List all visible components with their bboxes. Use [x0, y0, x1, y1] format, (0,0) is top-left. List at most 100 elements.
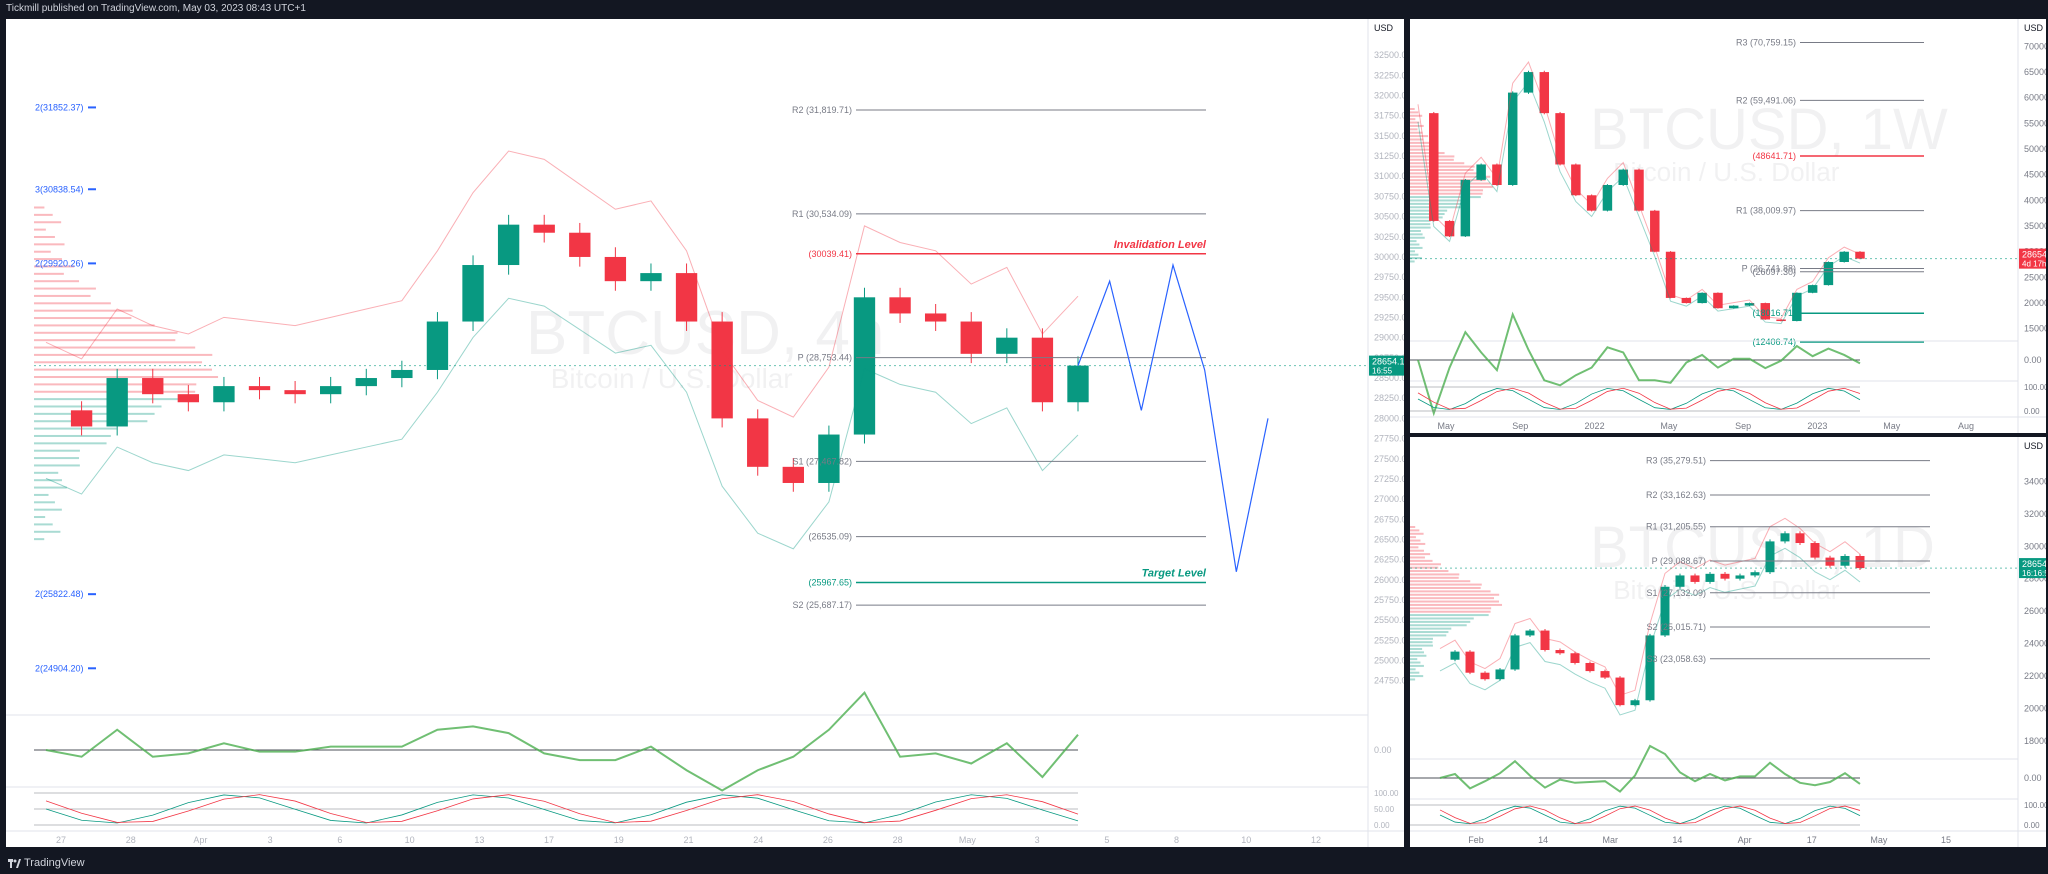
- chart-panel-daily[interactable]: USD 34000.00 32000.00 30000.00 28000.00 26000…: [1410, 437, 2046, 847]
- lower-band-line: [45, 297, 1079, 550]
- x-tick-label: Apr: [193, 835, 207, 845]
- y-tick-label: 29750.00: [1374, 272, 1404, 282]
- volume-profile-bar: [1410, 233, 1423, 236]
- volume-profile-bar: [1410, 610, 1491, 613]
- chart-panel-4h[interactable]: USD32500.0032250.0032000.0031750.0031500…: [6, 19, 1404, 847]
- pivot-level-label: R2 (31,819.71): [792, 105, 852, 115]
- volume-profile-bar: [34, 228, 46, 231]
- footer-bar: TradingView: [0, 853, 2048, 874]
- y-tick-label: 60000.00: [2024, 93, 2046, 103]
- y-tick-label: 32250.00: [1374, 70, 1404, 80]
- volume-profile-bar: [1410, 542, 1426, 545]
- candle-body: [675, 273, 698, 322]
- y-tick-label: 24750.00: [1374, 676, 1404, 686]
- volume-profile-bar: [1410, 651, 1424, 654]
- candle-body: [1540, 630, 1550, 651]
- volume-profile-bar: [34, 213, 53, 216]
- volume-profile-bar: [1410, 236, 1425, 239]
- chart-4h-canvas[interactable]: USD32500.0032250.0032000.0031750.0031500…: [6, 19, 1404, 847]
- y-tick-label: 50000.00: [2024, 144, 2046, 154]
- candle-body: [1780, 533, 1790, 542]
- candle-body: [604, 256, 627, 282]
- candle-body: [640, 273, 662, 282]
- candle-body: [1792, 292, 1802, 322]
- y-tick-label: 65000.00: [2024, 67, 2046, 77]
- volume-profile-bar: [1410, 631, 1449, 634]
- pivot-level-label: R1 (38,009.97): [1736, 206, 1796, 216]
- candle-body: [1750, 572, 1760, 576]
- oscillator-tick: 0.00: [1374, 745, 1392, 755]
- volume-profile-bar: [1410, 182, 1491, 185]
- y-tick-label: 31500.00: [1374, 131, 1404, 141]
- volume-profile-bar: [1410, 152, 1445, 155]
- chart-panel-weekly[interactable]: USD 70000.00 65000.00 60000.00 55000.00 50000…: [1410, 19, 2046, 433]
- candle-body: [355, 378, 377, 387]
- stochastic-k-line: [45, 794, 1079, 824]
- candle-body: [248, 386, 271, 391]
- y-tick-label: 18000.00: [2024, 736, 2046, 746]
- upper-band-line: [45, 150, 1079, 418]
- y-tick-label: 35000.00: [2024, 221, 2046, 231]
- volume-profile-bar: [1410, 607, 1492, 610]
- volume-profile-bar: [1410, 253, 1419, 256]
- candle-body: [320, 386, 342, 395]
- volume-profile-bar: [1410, 526, 1416, 528]
- volume-profile-bar: [1410, 573, 1460, 576]
- candle-body: [1634, 169, 1644, 211]
- candle-body: [213, 386, 235, 403]
- candle-body: [1825, 557, 1835, 566]
- volume-profile-bar: [34, 324, 155, 327]
- candle-body: [1495, 669, 1505, 680]
- y-tick-label: 24000.00: [2024, 639, 2046, 649]
- stochastic-tick: 0.00: [1374, 821, 1390, 830]
- pivot-level-label: (25967.65): [808, 577, 852, 587]
- upper-band-line: [1417, 61, 1861, 320]
- candle-body: [1855, 251, 1865, 259]
- volume-profile-bar: [1410, 637, 1433, 640]
- candle-body: [1735, 575, 1745, 579]
- y-tick-label: 29500.00: [1374, 292, 1404, 302]
- x-tick-label: 8: [1174, 835, 1179, 845]
- stochastic-k-line: [1417, 387, 1861, 410]
- profile-level-label: 2(25822.48): [35, 589, 84, 599]
- volume-profile-bar: [1410, 226, 1431, 229]
- volume-profile-bar: [1410, 257, 1422, 260]
- volume-profile-bar: [1410, 128, 1418, 131]
- volume-profile-bar: [34, 434, 111, 437]
- axis-currency: USD: [2024, 23, 2044, 33]
- volume-profile-bar: [1410, 586, 1481, 589]
- volume-profile-bar: [1410, 664, 1424, 667]
- volume-profile-bar: [1410, 145, 1438, 148]
- publisher-line: Tickmill published on TradingView.com, M…: [0, 0, 2048, 18]
- volume-profile-bar: [34, 508, 62, 511]
- volume-profile-bar: [34, 258, 62, 261]
- volume-profile-bar: [1410, 553, 1431, 556]
- price-countdown: 16:55: [1372, 367, 1393, 376]
- y-tick-label: 55000.00: [2024, 118, 2046, 128]
- candle-body: [1776, 319, 1786, 322]
- y-tick-label: 26750.00: [1374, 514, 1404, 524]
- x-tick-label: 19: [614, 835, 624, 845]
- candle-body: [1570, 653, 1580, 663]
- chart-weekly-canvas[interactable]: USD 70000.00 65000.00 60000.00 55000.00 50000…: [1410, 19, 2046, 433]
- candle-body: [1728, 305, 1739, 309]
- profile-level-label: 2(24904.20): [35, 663, 84, 673]
- y-tick-label: 27500.00: [1374, 454, 1404, 464]
- volume-profile-bar: [34, 471, 59, 474]
- symbol-watermark: BTCUSD, 1W: [1590, 97, 1948, 162]
- volume-profile-bar: [34, 412, 155, 415]
- volume-profile-bar: [34, 309, 133, 312]
- stochastic-k-line: [1439, 805, 1861, 825]
- candle-body: [1823, 262, 1834, 286]
- x-tick-label: 5: [1104, 835, 1109, 845]
- stochastic-tick: 100.00: [2024, 383, 2046, 392]
- chart-daily-canvas[interactable]: USD 34000.00 32000.00 30000.00 28000.00 26000…: [1410, 437, 2046, 847]
- volume-profile-bar: [1410, 240, 1417, 243]
- y-tick-label: 30250.00: [1374, 232, 1404, 242]
- volume-profile-bar: [1410, 654, 1427, 657]
- stochastic-d-line: [45, 794, 1079, 824]
- volume-profile-bar: [34, 265, 75, 268]
- volume-profile-bar: [1410, 118, 1416, 121]
- x-tick-label: May: [1883, 421, 1901, 431]
- x-tick-label: 28: [126, 835, 136, 845]
